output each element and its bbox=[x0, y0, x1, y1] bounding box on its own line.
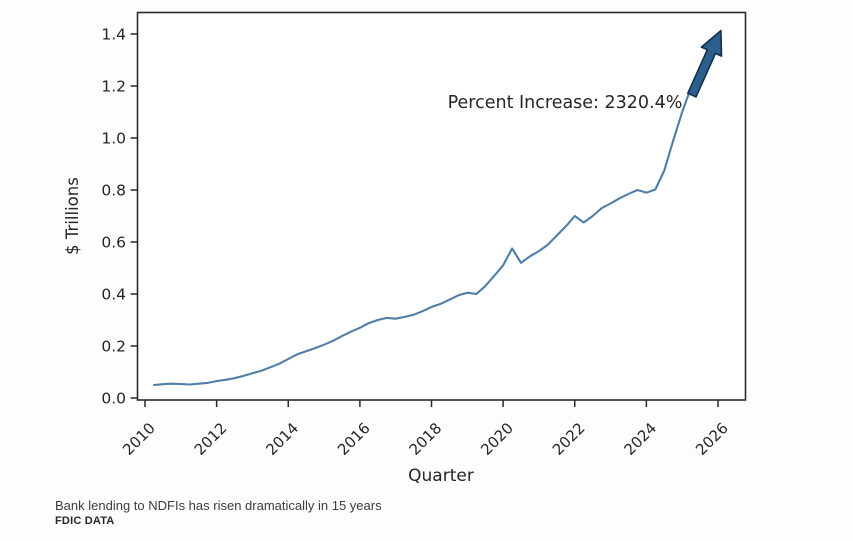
y-tick-label: 1.0 bbox=[101, 130, 126, 148]
percent-increase-annotation: Percent Increase: 2320.4% bbox=[448, 93, 683, 113]
y-tick-label: 0.6 bbox=[101, 234, 126, 252]
y-tick-label: 0.0 bbox=[101, 390, 126, 408]
x-tick-label: 2010 bbox=[119, 419, 159, 459]
x-tick-label: 2014 bbox=[262, 419, 302, 459]
figure-caption: Bank lending to NDFIs has risen dramatic… bbox=[55, 498, 382, 513]
x-tick-label: 2016 bbox=[334, 419, 374, 459]
y-axis-ticks: 0.0 0.2 0.4 0.6 0.8 1.0 1.2 1.4 bbox=[101, 26, 138, 408]
y-tick-label: 0.8 bbox=[101, 182, 126, 200]
chart-canvas: 0.00.20.40.60.81.01.21.4 2010 2012 2014 201… bbox=[63, 11, 747, 486]
x-tick-label: 2012 bbox=[191, 419, 231, 459]
x-tick-label: 2026 bbox=[692, 419, 732, 459]
trend-arrow-group bbox=[686, 29, 723, 98]
x-tick-label: 2024 bbox=[620, 419, 660, 459]
x-axis-label: Quarter bbox=[408, 466, 474, 486]
ndfi-lending-line bbox=[152, 86, 693, 387]
data-source-label: FDIC DATA bbox=[55, 515, 115, 527]
y-axis-label: $ Trillions bbox=[63, 177, 82, 255]
plot-frame bbox=[136, 11, 747, 401]
x-tick-label: 2018 bbox=[406, 419, 446, 459]
x-axis-ticks: 2010 2012 2014 2016 2018 2020 2022 2024 2026 bbox=[119, 400, 732, 459]
series-line-group bbox=[152, 86, 693, 387]
line-chart-figure: 0.0 0.2 0.4 0.6 0.8 1.0 1.2 1.4 2010 2012 2014 201… bbox=[63, 11, 747, 486]
y-tick-label: 1.4 bbox=[101, 26, 126, 44]
y-tick-label: 0.4 bbox=[101, 286, 126, 304]
y-tick-label: 0.2 bbox=[101, 338, 126, 356]
upward-trend-arrow-icon bbox=[686, 29, 723, 98]
x-tick-label: 2022 bbox=[549, 419, 589, 459]
y-tick-label: 1.2 bbox=[101, 78, 126, 96]
x-tick-label: 2020 bbox=[477, 419, 517, 459]
